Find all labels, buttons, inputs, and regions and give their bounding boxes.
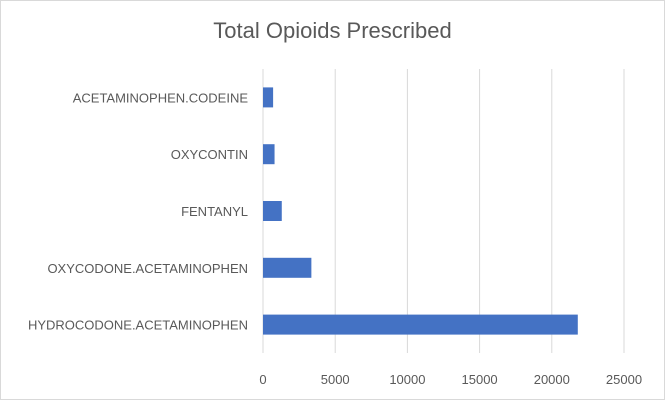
category-label: OXYCODONE.ACETAMINOPHEN [47,261,248,276]
x-tick-label: 25000 [606,372,642,387]
bar-hydrocodone-acetaminophen [263,314,578,335]
x-tick-label: 15000 [462,372,498,387]
chart-title: Total Opioids Prescribed [213,18,452,43]
category-label: FENTANYL [181,204,248,219]
x-tick-label: 0 [259,372,266,387]
category-label: ACETAMINOPHEN.CODEINE [73,90,249,105]
bar-oxycodone-acetaminophen [263,257,312,278]
category-label: HYDROCODONE.ACETAMINOPHEN [28,318,248,333]
category-label: OXYCONTIN [171,147,248,162]
bar-acetaminophen-codeine [263,87,274,108]
bar-oxycontin [263,144,275,165]
x-tick-label: 5000 [321,372,350,387]
x-tick-label: 20000 [534,372,570,387]
x-tick-label: 10000 [389,372,425,387]
bar-fentanyl [263,201,282,221]
